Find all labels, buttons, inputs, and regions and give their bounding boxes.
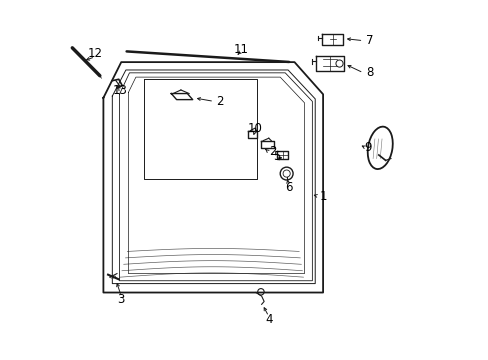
- Text: 5: 5: [272, 150, 280, 163]
- Text: 7: 7: [365, 34, 372, 47]
- Text: 13: 13: [113, 84, 127, 97]
- Text: 3: 3: [117, 293, 125, 306]
- Text: 8: 8: [365, 66, 372, 79]
- Text: 9: 9: [363, 141, 371, 154]
- Text: 4: 4: [265, 313, 273, 326]
- Text: 11: 11: [233, 43, 248, 56]
- Text: 2: 2: [215, 95, 223, 108]
- Text: 2: 2: [269, 145, 276, 158]
- Text: 6: 6: [285, 181, 292, 194]
- Text: 10: 10: [247, 122, 262, 135]
- Text: 12: 12: [87, 47, 102, 60]
- Text: 1: 1: [319, 190, 326, 203]
